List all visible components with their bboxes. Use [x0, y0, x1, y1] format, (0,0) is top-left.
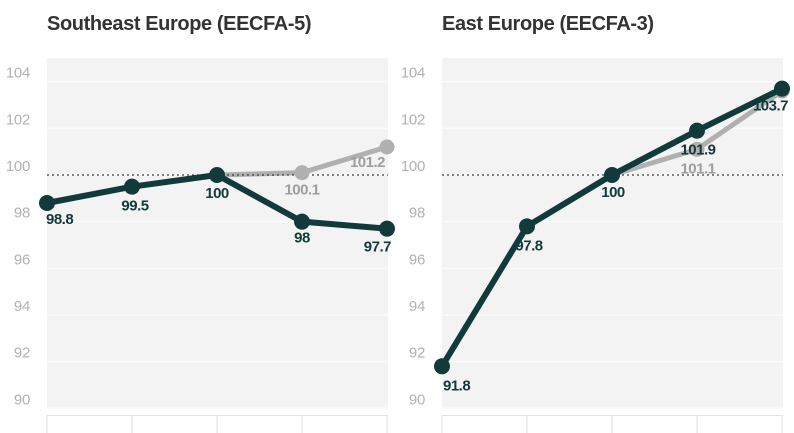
y-axis-tick-label: 100 — [6, 158, 30, 175]
point-value-label: 91.8 — [443, 377, 470, 394]
y-axis-tick-label: 90 — [14, 391, 30, 408]
point-value-label: 101.9 — [680, 142, 715, 159]
previous-forecast-point — [689, 141, 705, 157]
current-forecast-point — [379, 220, 395, 237]
point-value-label: 99.5 — [121, 198, 148, 215]
y-axis-tick-label: 102 — [401, 111, 425, 128]
current-forecast-point — [774, 80, 790, 97]
point-value-label: 101.2 — [350, 154, 385, 171]
y-axis-tick-label: 104 — [6, 65, 30, 82]
previous-forecast-point — [379, 139, 395, 155]
point-value-label: 98.8 — [46, 211, 73, 228]
y-axis-tick-label: 96 — [409, 251, 425, 268]
previous-forecast-point — [294, 165, 310, 181]
current-forecast-point — [689, 122, 705, 139]
chart-title-east-europe: East Europe (EECFA-3) — [442, 13, 654, 35]
y-axis-tick-label: 104 — [401, 65, 425, 82]
chart-title-southeast-europe: Southeast Europe (EECFA-5) — [47, 13, 312, 35]
point-value-label: 97.8 — [515, 237, 542, 254]
y-axis-tick-label: 94 — [14, 298, 30, 315]
current-forecast-point — [294, 213, 310, 230]
y-axis-tick-label: 100 — [401, 158, 425, 175]
point-value-label: 103.7 — [753, 98, 788, 115]
y-axis-tick-label: 98 — [409, 205, 425, 222]
y-axis-tick-label: 90 — [409, 391, 425, 408]
y-axis-tick-label: 94 — [409, 298, 425, 315]
y-axis-tick-label: 96 — [14, 251, 30, 268]
point-value-label: 98 — [294, 230, 310, 247]
point-value-label: 100 — [205, 185, 229, 202]
current-forecast-point — [519, 218, 535, 235]
point-value-label: 101.1 — [680, 160, 715, 177]
current-forecast-point — [124, 178, 140, 195]
current-forecast-point — [434, 358, 450, 375]
current-forecast-point — [39, 194, 55, 211]
current-forecast-point — [604, 167, 620, 183]
plot-area — [47, 58, 388, 409]
y-axis-tick-label: 98 — [14, 205, 30, 222]
point-value-label: 97.7 — [364, 239, 391, 256]
y-axis-tick-label: 92 — [409, 345, 425, 362]
current-forecast-point — [209, 167, 225, 183]
y-axis-tick-label: 92 — [14, 345, 30, 362]
y-axis-tick-label: 102 — [6, 111, 30, 128]
point-value-label: 100 — [601, 184, 625, 201]
point-value-label: 100.1 — [284, 182, 319, 199]
